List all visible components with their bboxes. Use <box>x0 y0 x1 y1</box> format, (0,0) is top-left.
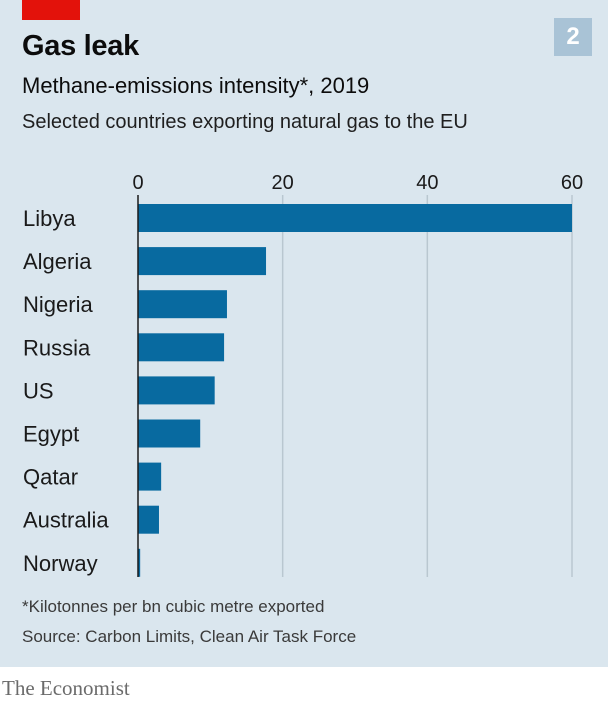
category-label: Russia <box>23 335 91 360</box>
category-label: Egypt <box>23 422 79 447</box>
chart-panel: Gas leak Methane-emissions intensity*, 2… <box>0 0 608 667</box>
x-tick-label: 0 <box>132 172 143 194</box>
x-tick-label: 20 <box>272 172 294 194</box>
bar-nigeria <box>138 290 227 319</box>
x-tick-label: 60 <box>561 172 583 194</box>
bars <box>138 204 572 577</box>
bar-egypt <box>138 419 201 448</box>
category-label: Algeria <box>23 249 92 274</box>
bar-us <box>138 376 215 405</box>
category-label: Nigeria <box>23 292 93 317</box>
source-note: Source: Carbon Limits, Clean Air Task Fo… <box>22 627 357 646</box>
bar-russia <box>138 333 225 362</box>
bar-algeria <box>138 247 267 276</box>
brand-red-tag <box>22 0 80 20</box>
x-axis-ticks: 0 20 40 60 <box>132 172 583 194</box>
category-label: US <box>23 378 54 403</box>
category-label: Libya <box>23 206 76 231</box>
gridlines <box>281 195 573 577</box>
bar-norway <box>138 548 141 577</box>
bar-australia <box>138 505 159 534</box>
bar-chart: 0 20 40 60 Libya Algeria Nigeria Russia US Egypt… <box>23 172 583 577</box>
chart-subtitle: Methane-emissions intensity*, 2019 <box>22 73 370 98</box>
bar-libya <box>138 204 572 232</box>
x-tick-label: 40 <box>416 172 438 194</box>
chart-number-badge: 2 <box>554 18 592 56</box>
publisher-logo: The Economist <box>2 676 130 700</box>
chart-title: Gas leak <box>22 30 139 62</box>
category-label: Australia <box>23 508 109 533</box>
category-label: Norway <box>23 551 98 576</box>
category-labels: Libya Algeria Nigeria Russia US Egypt Qatar Aus… <box>23 206 109 576</box>
bar-qatar <box>138 462 162 491</box>
chart-description: Selected countries exporting natural gas… <box>22 111 468 133</box>
category-label: Qatar <box>23 465 78 490</box>
footnote: *Kilotonnes per bn cubic metre exported <box>22 597 325 616</box>
